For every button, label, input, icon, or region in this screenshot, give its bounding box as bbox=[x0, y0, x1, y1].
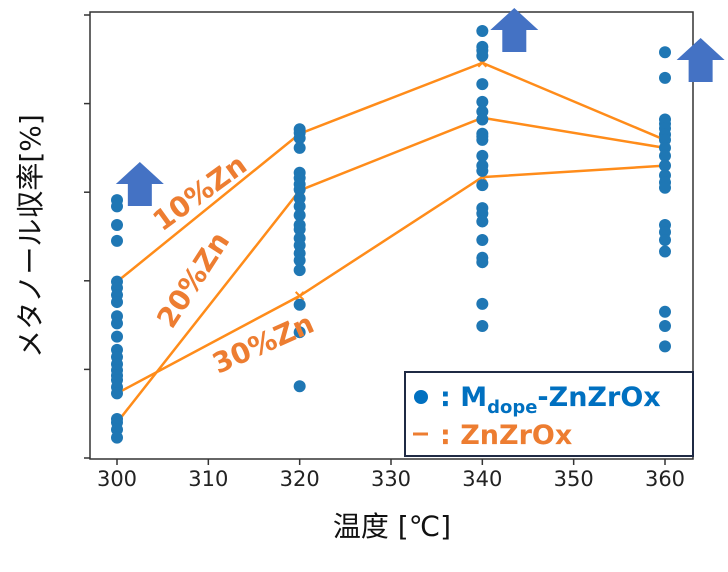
data-point bbox=[293, 223, 306, 236]
x-tick-label: 320 bbox=[280, 467, 320, 491]
data-point bbox=[111, 330, 123, 343]
data-point bbox=[293, 326, 306, 339]
up-arrow-icon bbox=[490, 8, 539, 52]
data-point bbox=[476, 49, 489, 62]
data-point bbox=[659, 305, 671, 318]
x-tick-label: 330 bbox=[371, 467, 411, 491]
data-point bbox=[111, 431, 123, 444]
legend-label-scatter: : M bbox=[440, 382, 487, 413]
data-point bbox=[111, 387, 123, 400]
svg-text:: Mdope-ZnZrOx: : Mdope-ZnZrOx bbox=[440, 382, 661, 418]
series-line-20pct-zn bbox=[116, 116, 666, 424]
legend-label-line: : ZnZrOx bbox=[440, 420, 572, 451]
series-line-10pct-zn bbox=[116, 61, 666, 283]
y-axis-label: メタノール収率[%] bbox=[14, 114, 47, 358]
data-point bbox=[293, 141, 306, 154]
data-point bbox=[476, 95, 489, 108]
data-point bbox=[476, 319, 489, 332]
x-tick-label: 360 bbox=[645, 467, 685, 491]
data-point bbox=[111, 317, 123, 330]
data-point bbox=[476, 24, 489, 37]
data-point bbox=[476, 234, 489, 247]
data-point bbox=[659, 319, 671, 332]
data-point bbox=[659, 340, 671, 353]
data-point bbox=[293, 264, 306, 277]
data-point bbox=[293, 183, 306, 196]
data-point bbox=[476, 297, 489, 310]
data-point bbox=[476, 149, 489, 162]
data-point bbox=[659, 159, 671, 172]
data-point bbox=[659, 71, 671, 84]
x-tick-label: 340 bbox=[462, 467, 502, 491]
data-point bbox=[111, 200, 123, 213]
up-arrow-icon bbox=[115, 162, 164, 206]
data-point bbox=[659, 245, 671, 258]
data-point bbox=[293, 132, 306, 145]
data-point bbox=[293, 200, 306, 213]
line-marker bbox=[294, 291, 305, 301]
data-point bbox=[111, 218, 123, 231]
data-point bbox=[293, 254, 306, 267]
data-point bbox=[293, 380, 306, 393]
annotation-10-zn: 10%Zn bbox=[147, 148, 253, 238]
legend: : Mdope-ZnZrOx : ZnZrOx bbox=[404, 371, 694, 457]
data-point bbox=[476, 164, 489, 177]
data-point bbox=[476, 256, 489, 269]
x-tick-label: 310 bbox=[188, 467, 228, 491]
up-arrow-icon bbox=[676, 38, 725, 82]
data-point bbox=[659, 181, 671, 194]
data-point bbox=[111, 234, 123, 247]
data-point bbox=[293, 298, 306, 311]
data-point bbox=[293, 209, 306, 222]
data-point bbox=[476, 133, 489, 146]
x-axis-label: 温度 [℃] bbox=[333, 510, 451, 543]
data-point bbox=[659, 46, 671, 59]
annotation-20-zn: 20%Zn bbox=[150, 226, 236, 334]
data-point bbox=[476, 179, 489, 192]
legend-label-rest: -ZnZrOx bbox=[537, 382, 660, 413]
data-point bbox=[476, 113, 489, 126]
x-tick-label: 300 bbox=[97, 467, 137, 491]
data-point bbox=[476, 215, 489, 228]
annotation-30-zn: 30%Zn bbox=[207, 307, 318, 381]
data-point bbox=[659, 149, 671, 162]
legend-dot-icon bbox=[414, 390, 428, 404]
data-point bbox=[111, 296, 123, 309]
x-tick-label: 350 bbox=[554, 467, 594, 491]
data-point bbox=[659, 234, 671, 247]
legend-label-sub: dope bbox=[487, 397, 537, 418]
series-line-30pct-zn bbox=[116, 164, 666, 395]
data-point bbox=[476, 78, 489, 91]
